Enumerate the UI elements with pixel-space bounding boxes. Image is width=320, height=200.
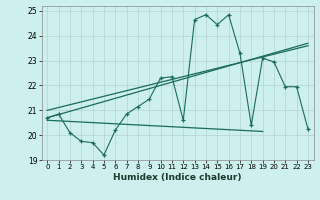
X-axis label: Humidex (Indice chaleur): Humidex (Indice chaleur)	[113, 173, 242, 182]
